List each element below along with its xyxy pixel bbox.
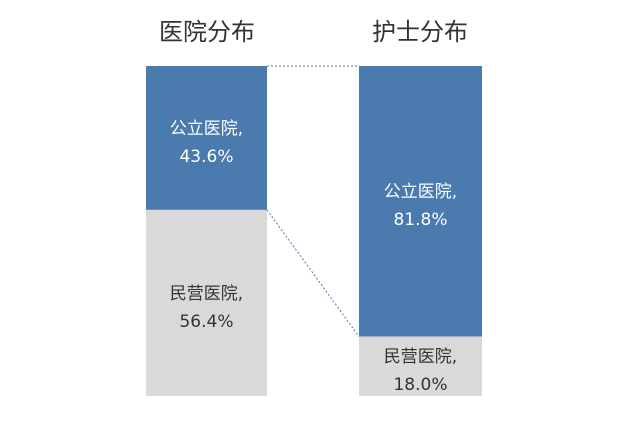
bar-title-hospital: 医院分布 (159, 18, 255, 46)
connector-boundary (266, 209, 360, 337)
bar-1-private-label-name: 民营医院, (170, 284, 243, 304)
bar-1-public-label-value: 43.6% (179, 147, 233, 167)
bar-1-private-label-value: 56.4% (179, 312, 233, 332)
bar-1-private-segment (146, 209, 267, 396)
bar-title-nurse: 护士分布 (372, 18, 468, 46)
plot-area: 公立医院, 43.6% 民营医院, 56.4% 公立医院, 81.8% 民营医院, 18.0% (146, 65, 482, 396)
bar-2-private-label-name: 民营医院, (384, 347, 457, 367)
bar-2-public-segment (359, 66, 482, 337)
bar-1-public-label-name: 公立医院, (170, 119, 243, 139)
bar-2-private-label-value: 18.0% (393, 375, 447, 395)
bar-1-public-segment (146, 66, 267, 210)
bar-2-public-label-value: 81.8% (393, 210, 447, 230)
bar-2-public-label-name: 公立医院, (384, 182, 457, 202)
bar-2-private-segment (359, 336, 482, 396)
